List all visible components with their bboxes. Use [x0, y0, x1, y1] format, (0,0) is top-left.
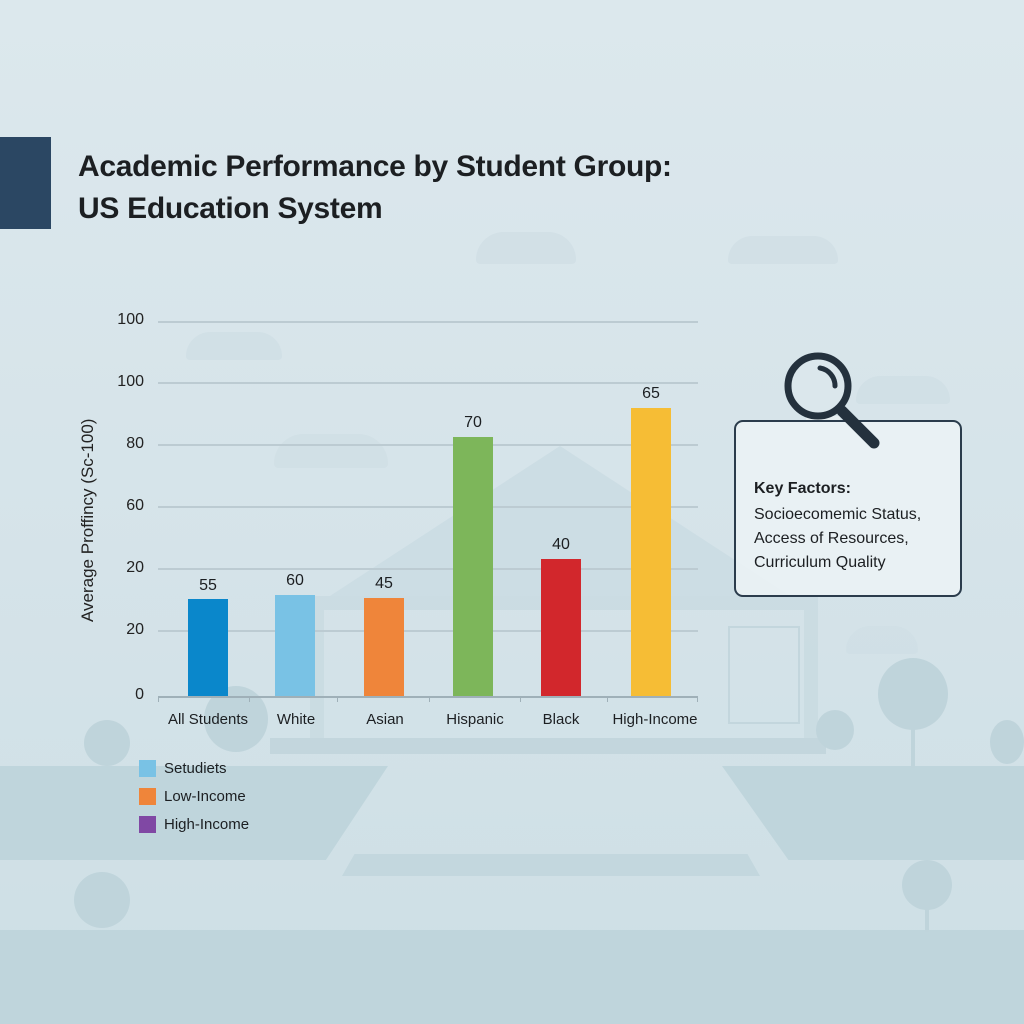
- background-cloud: [846, 626, 918, 654]
- gridline: [158, 444, 698, 446]
- background-cloud: [186, 332, 282, 360]
- x-tick-mark: [697, 696, 698, 702]
- bar-value-label: 45: [375, 575, 393, 592]
- x-tick-label: Asian: [366, 711, 404, 728]
- legend-label: Low-Income: [164, 787, 246, 805]
- background-tree-trunk: [911, 728, 915, 768]
- background-tree: [84, 720, 130, 766]
- y-tick-label: 80: [126, 435, 144, 452]
- x-tick-label: Black: [542, 711, 580, 728]
- legend-item: Setudiets: [139, 758, 227, 778]
- background-tree: [74, 872, 130, 928]
- bar-white: [275, 595, 315, 696]
- y-tick-label: 0: [135, 686, 144, 703]
- background-tree: [902, 860, 952, 910]
- key-factors-heading: Key Factors:: [754, 480, 851, 497]
- x-tick-label: Hispanic: [446, 711, 504, 728]
- gridline: [158, 506, 698, 508]
- gridline: [158, 630, 698, 632]
- legend-item: High-Income: [139, 814, 249, 834]
- x-tick-label: High-Income: [612, 711, 698, 728]
- background-school-steps: [270, 738, 826, 754]
- legend-swatch: [139, 787, 156, 805]
- bar-value-label: 65: [642, 385, 660, 402]
- background-tree: [816, 710, 854, 750]
- background-ground: [0, 930, 1024, 1024]
- background-tree: [990, 720, 1024, 764]
- key-factor-item: Access of Resources,: [754, 530, 909, 547]
- bar-value-label: 55: [199, 577, 217, 594]
- x-tick-mark: [607, 696, 608, 702]
- background-school-window: [728, 626, 800, 724]
- y-axis-label: Average Proffincy (Sc-100): [78, 418, 97, 622]
- magnifying-glass-icon: [784, 352, 880, 449]
- bar-all-students: [188, 599, 228, 696]
- chart-title-line-2: US Education System: [78, 192, 383, 225]
- legend-label: High-Income: [164, 815, 250, 833]
- y-tick-label: 20: [126, 559, 144, 576]
- legend-label: Setudiets: [164, 759, 227, 777]
- bar-value-label: 60: [286, 572, 304, 589]
- chart-title-line-1: Academic Performance by Student Group:: [78, 150, 672, 183]
- x-tick-mark: [337, 696, 338, 702]
- chart-title: Academic Performance by Student Group: U…: [78, 146, 672, 230]
- gridline: [158, 568, 698, 570]
- x-tick-mark: [249, 696, 250, 702]
- bar-black: [541, 559, 581, 696]
- background-tree-trunk: [925, 906, 929, 932]
- bar-value-label: 70: [464, 414, 482, 431]
- title-accent-bar: [0, 137, 51, 229]
- gridline: [158, 382, 698, 384]
- x-axis-line: [158, 696, 698, 698]
- y-tick-label: 60: [126, 497, 144, 514]
- legend-swatch: [139, 815, 156, 833]
- bar-high-income: [631, 408, 671, 696]
- bar-hispanic: [453, 437, 493, 696]
- background-tree: [878, 658, 948, 730]
- bar-asian: [364, 598, 404, 696]
- x-tick-label: All Students: [167, 711, 249, 728]
- x-tick-mark: [520, 696, 521, 702]
- y-tick-label: 20: [126, 621, 144, 638]
- bar-value-label: 40: [552, 536, 570, 553]
- background-cloud: [476, 232, 576, 264]
- legend-item: Low-Income: [139, 786, 246, 806]
- key-factor-item: Socioecomemic Status,: [754, 506, 922, 523]
- x-tick-mark: [429, 696, 430, 702]
- y-tick-label: 100: [117, 373, 144, 390]
- legend-swatch: [139, 759, 156, 777]
- background-lawn: [0, 766, 1024, 860]
- y-tick-label: 100: [117, 311, 144, 328]
- background-cloud: [728, 236, 838, 264]
- background-cloud: [856, 376, 950, 404]
- key-factor-item: Curriculum Quality: [754, 554, 886, 571]
- background-path: [342, 854, 760, 876]
- x-tick-mark: [158, 696, 159, 702]
- x-tick-label: White: [276, 711, 316, 728]
- gridline: [158, 321, 698, 323]
- key-factors-box: Key Factors: Socioecomemic Status, Acces…: [734, 420, 962, 597]
